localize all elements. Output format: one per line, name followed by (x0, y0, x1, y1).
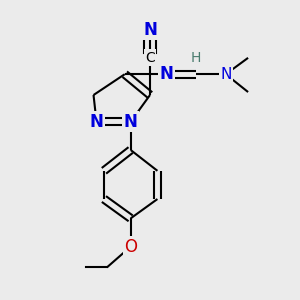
Text: H: H (191, 51, 201, 65)
Text: N: N (220, 67, 232, 82)
Text: OMe: OMe (85, 267, 88, 268)
Text: O: O (124, 238, 137, 256)
Text: N: N (124, 113, 138, 131)
Text: N: N (143, 21, 157, 39)
Text: N: N (90, 113, 104, 131)
Text: N: N (159, 65, 173, 83)
Text: C: C (145, 51, 155, 65)
